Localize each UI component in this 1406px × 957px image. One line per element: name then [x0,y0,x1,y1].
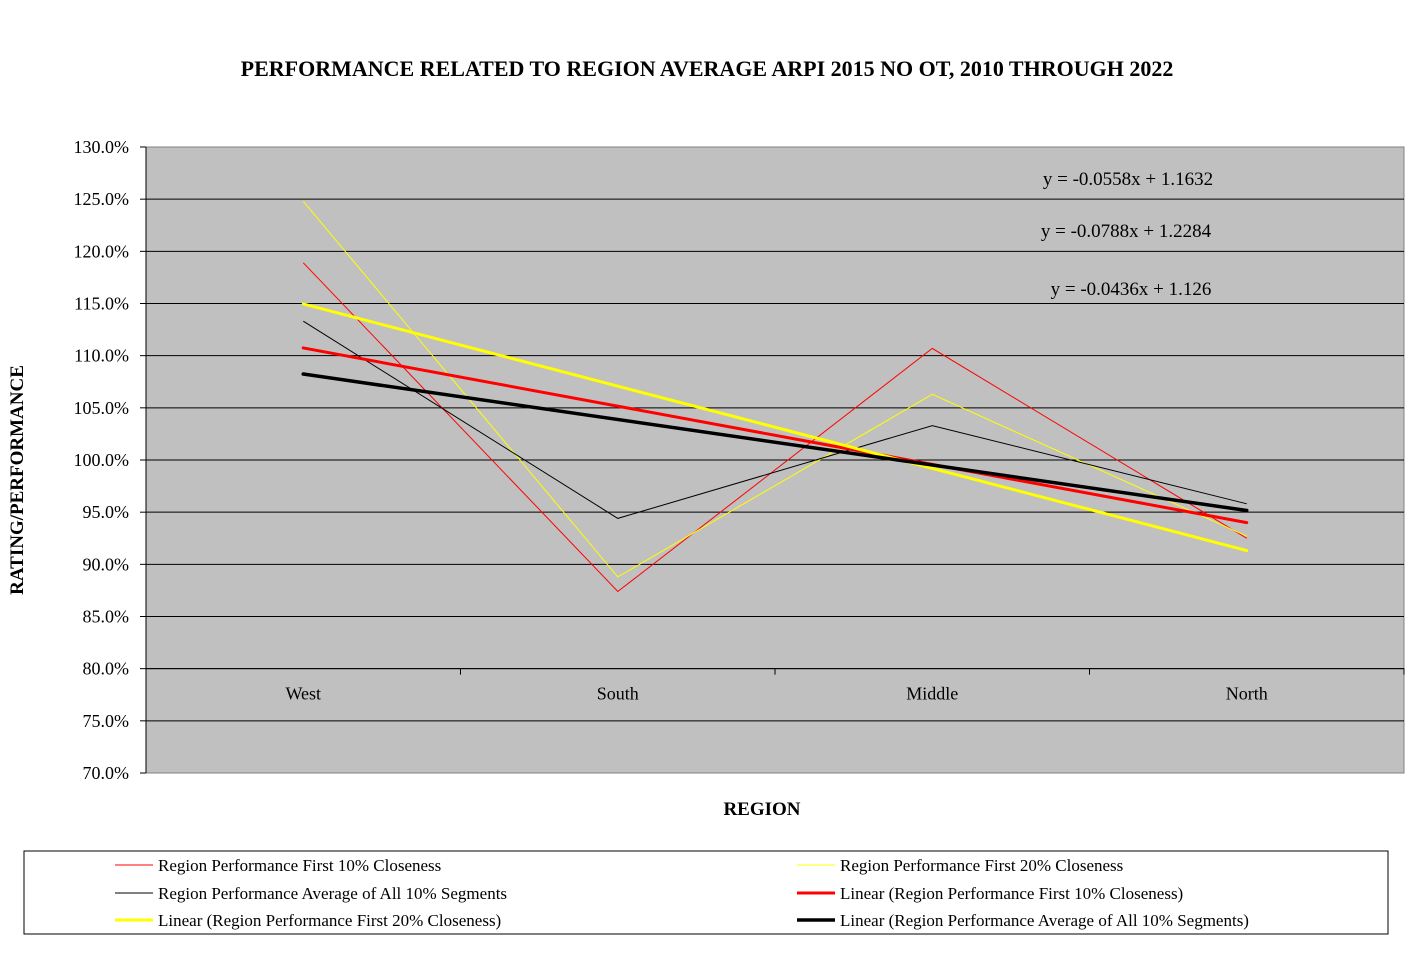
x-axis-ticks: West South Middle North [145,668,1405,704]
y-tick-label: 120.0% [74,241,130,261]
series-lines [302,200,1248,593]
y-tick-label: 125.0% [74,189,130,209]
y-tick-label: 100.0% [74,450,130,470]
trendline-equations: y = -0.0558x + 1.1632 y = -0.0788x + 1.2… [1041,169,1213,300]
y-tick-label: 105.0% [74,398,130,418]
y-axis-title: RATING/PERFORMANCE [7,365,28,595]
series-line [303,320,1247,519]
legend-label: Region Performance Average of All 10% Se… [158,884,507,903]
equation-2: y = -0.0788x + 1.2284 [1041,221,1212,242]
trendline [301,346,1249,525]
y-tick-label: 130.0% [74,137,130,157]
legend: Region Performance First 10% Closeness Re… [23,850,1389,935]
legend-label: Linear (Region Performance Average of Al… [840,911,1249,930]
y-tick-label: 85.0% [83,607,130,627]
equation-3: y = -0.0436x + 1.126 [1051,279,1212,300]
trendline [301,302,1249,553]
y-tick-label: 115.0% [74,294,129,314]
series-line [302,262,1248,593]
y-tick-label: 75.0% [83,711,130,731]
series-line [302,200,1248,578]
legend-label: Linear (Region Performance First 10% Clo… [840,884,1183,903]
y-tick-label: 110.0% [74,346,129,366]
x-tick-label: North [1226,684,1268,704]
equation-1: y = -0.0558x + 1.1632 [1043,169,1213,190]
x-tick-label: West [285,684,321,704]
legend-label: Linear (Region Performance First 20% Clo… [158,911,501,930]
legend-box [23,850,1389,935]
legend-label: Region Performance First 10% Closeness [158,856,441,875]
x-tick-label: Middle [906,684,958,704]
y-tick-label: 80.0% [83,659,130,679]
legend-label: Region Performance First 20% Closeness [840,856,1123,875]
y-tick-label: 90.0% [83,554,130,574]
chart-title: PERFORMANCE RELATED TO REGION AVERAGE AR… [241,56,1174,81]
x-tick-label: South [597,684,639,704]
x-axis-title: REGION [723,799,800,820]
y-axis-ticks: 70.0% 75.0% 80.0% 85.0% 90.0% 95.0% 100.0% 105.… [74,137,146,783]
trendline [301,372,1249,513]
y-tick-label: 70.0% [83,763,130,783]
trend-lines [301,302,1249,553]
y-tick-label: 95.0% [83,502,130,522]
